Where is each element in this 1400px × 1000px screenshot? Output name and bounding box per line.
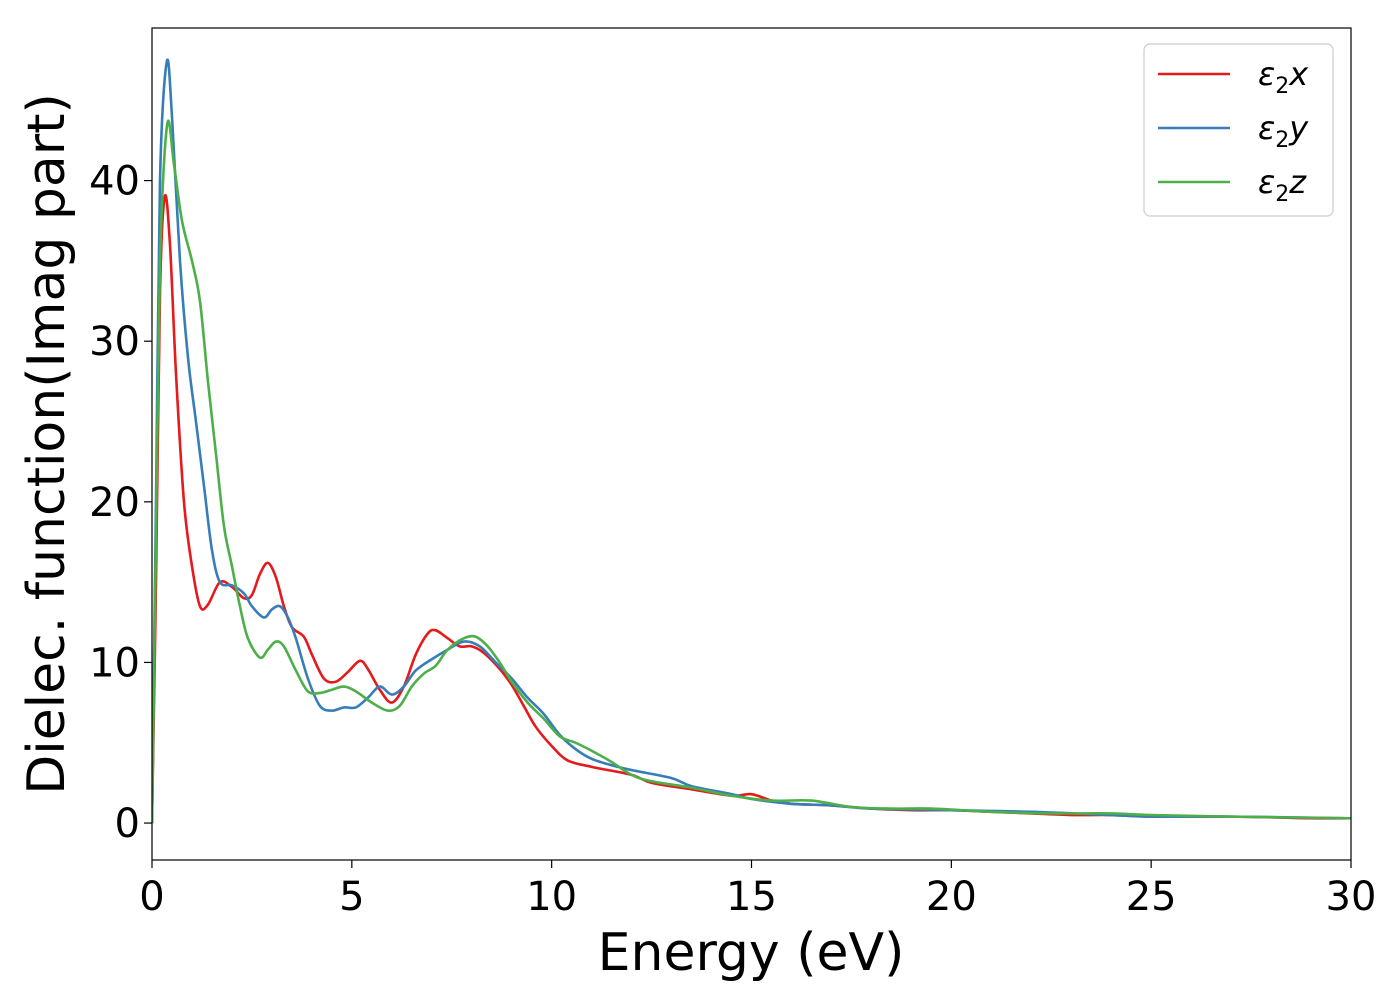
y-tick-label: 20 [89,480,140,526]
legend-subscript: 2 [1275,74,1289,99]
y-axis: 0 10 20 30 40 [89,159,152,847]
y-axis-label: Dielec. function(Imag part) [17,93,77,795]
legend-label-y: ε2y [1258,109,1309,153]
x-tick-label: 10 [526,874,577,920]
legend-base: ε [1258,55,1275,93]
y-tick-label: 0 [115,801,140,847]
legend-variable: z [1288,163,1307,201]
y-tick-label: 10 [89,640,140,686]
x-tick-label: 15 [726,874,777,920]
x-axis-label: Energy (eV) [598,923,905,983]
legend-frame [1143,43,1334,217]
x-tick-label: 30 [1326,874,1377,920]
y-tick-label: 30 [89,319,140,365]
series-line-z [152,119,1351,824]
series-line-x [152,193,1351,824]
legend-label-z: ε2z [1258,163,1307,207]
legend-variable: y [1288,109,1309,147]
x-axis: 0 5 10 15 20 25 30 [139,860,1376,920]
legend-label-x: ε2x [1258,55,1309,99]
legend-variable: x [1288,55,1309,93]
x-tick-label: 0 [139,874,164,920]
legend-base: ε [1258,109,1275,147]
x-tick-label: 20 [926,874,977,920]
x-tick-label: 5 [339,874,364,920]
series-layer [152,58,1351,824]
y-tick-label: 40 [89,159,140,205]
legend-subscript: 2 [1275,182,1289,207]
legend-base: ε [1258,163,1275,201]
legend-subscript: 2 [1275,128,1289,153]
x-tick-label: 25 [1126,874,1177,920]
